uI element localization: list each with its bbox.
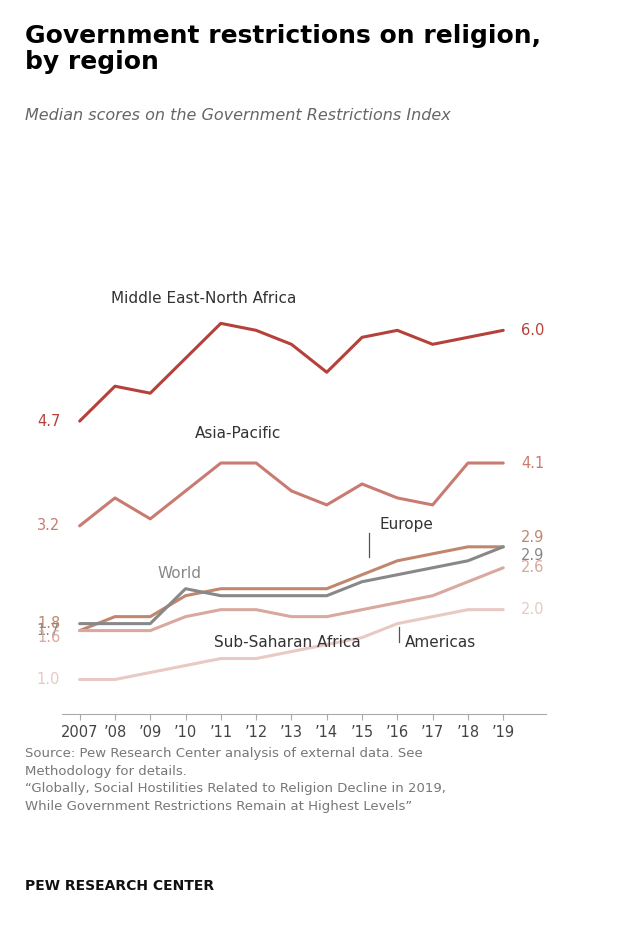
Text: 1.0: 1.0	[37, 672, 60, 687]
Text: 2.9: 2.9	[521, 530, 544, 545]
Text: Middle East-North Africa: Middle East-North Africa	[110, 291, 296, 306]
Text: Sub-Saharan Africa: Sub-Saharan Africa	[214, 635, 361, 650]
Text: Americas: Americas	[404, 635, 476, 650]
Text: PEW RESEARCH CENTER: PEW RESEARCH CENTER	[25, 879, 214, 893]
Text: 2.6: 2.6	[521, 560, 544, 575]
Text: 2.9: 2.9	[521, 548, 544, 563]
Text: World: World	[157, 566, 202, 581]
Text: 1.6: 1.6	[37, 630, 60, 645]
Text: Asia-Pacific: Asia-Pacific	[195, 426, 281, 441]
Text: Government restrictions on religion,
by region: Government restrictions on religion, by …	[25, 24, 541, 74]
Text: 4.1: 4.1	[521, 456, 544, 471]
Text: 1.7: 1.7	[37, 623, 60, 638]
Text: Source: Pew Research Center analysis of external data. See
Methodology for detai: Source: Pew Research Center analysis of …	[25, 747, 446, 813]
Text: 3.2: 3.2	[37, 518, 60, 533]
Text: Europe: Europe	[379, 517, 433, 532]
Text: 4.7: 4.7	[37, 414, 60, 429]
Text: 2.0: 2.0	[521, 603, 544, 618]
Text: 1.8: 1.8	[37, 616, 60, 631]
Text: Median scores on the Government Restrictions Index: Median scores on the Government Restrict…	[25, 108, 451, 123]
Text: 6.0: 6.0	[521, 322, 544, 337]
